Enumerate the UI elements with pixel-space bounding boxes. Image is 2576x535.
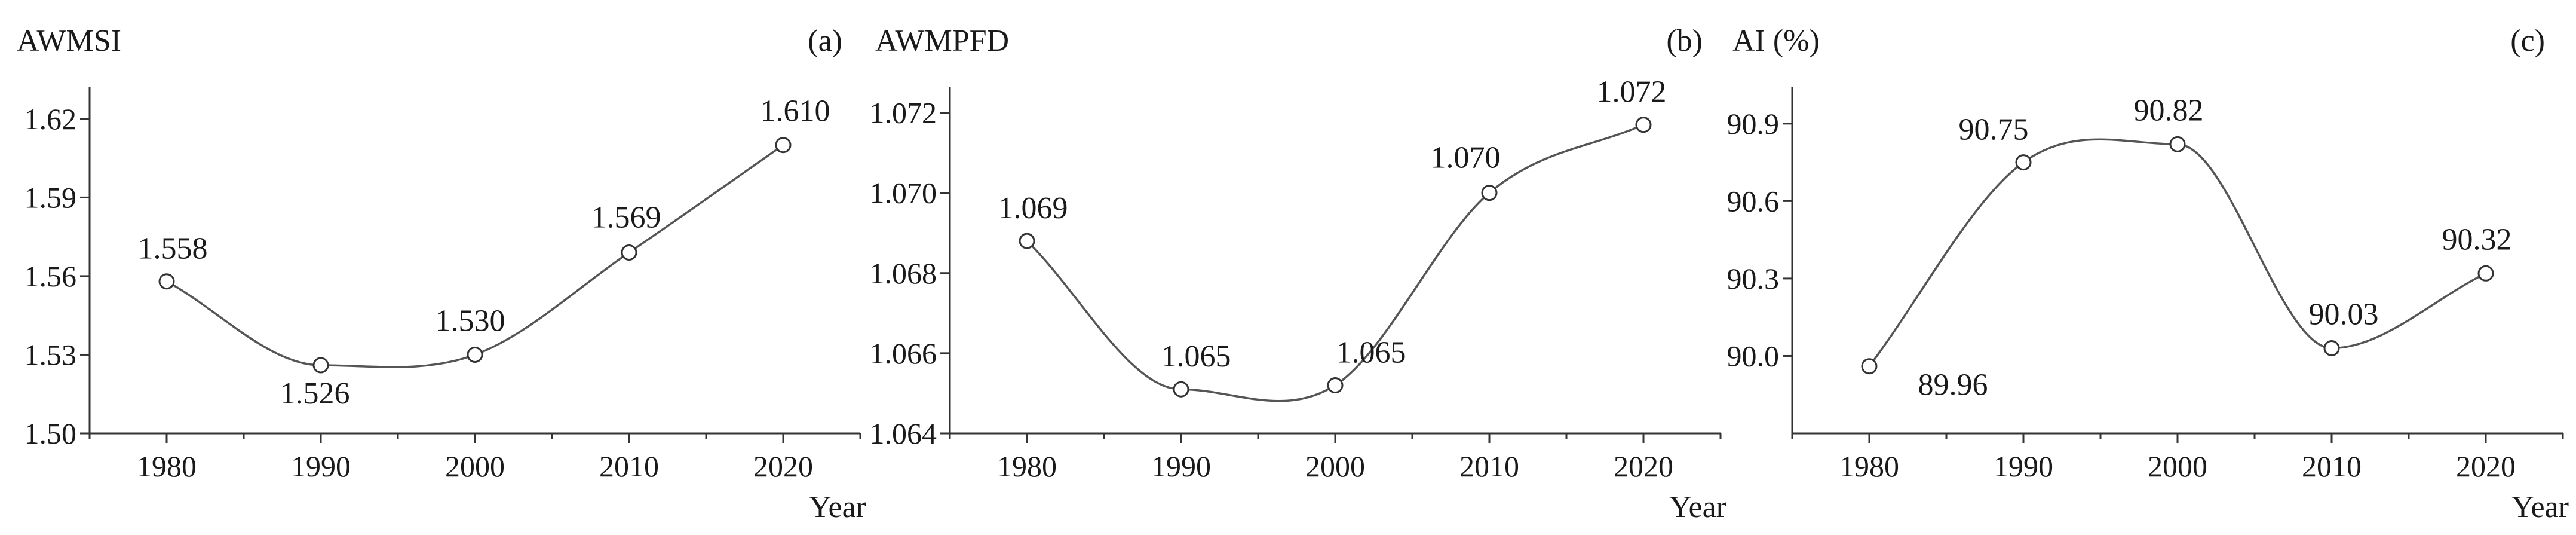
data-label: 1.065 xyxy=(1161,340,1231,374)
series-line xyxy=(1026,124,1644,402)
y-tick-label: 1.56 xyxy=(24,259,77,293)
y-axis-title: AI (%) xyxy=(1732,24,1820,58)
data-point xyxy=(1861,358,1878,375)
y-tick-label: 1.59 xyxy=(24,181,77,214)
data-label: 1.610 xyxy=(760,94,830,129)
x-tick-label: 1980 xyxy=(137,450,197,483)
data-point xyxy=(1327,377,1344,394)
data-point xyxy=(775,137,792,154)
x-tick-label: 2010 xyxy=(1459,450,1519,483)
data-point xyxy=(1635,117,1652,133)
data-label: 90.82 xyxy=(2134,93,2204,127)
data-point xyxy=(2477,265,2494,282)
data-label: 90.32 xyxy=(2442,222,2512,256)
x-axis-title: Year xyxy=(809,490,866,524)
x-axis-title: Year xyxy=(2511,490,2569,524)
data-label: 1.072 xyxy=(1597,75,1667,109)
panel-label: (a) xyxy=(808,24,842,58)
x-tick-label: 1980 xyxy=(1839,450,1899,483)
x-tick-label: 1990 xyxy=(1994,450,2053,483)
data-point xyxy=(2323,340,2340,356)
data-label: 90.03 xyxy=(2309,298,2379,332)
data-label: 1.530 xyxy=(436,304,505,338)
y-tick-label: 90.0 xyxy=(1727,339,1780,372)
x-tick-label: 1980 xyxy=(997,450,1057,483)
panel-label: (c) xyxy=(2510,24,2545,58)
x-tick-label: 2000 xyxy=(1305,450,1365,483)
data-label: 1.065 xyxy=(1336,336,1406,370)
y-tick-label: 1.068 xyxy=(870,256,937,290)
data-point xyxy=(1019,233,1035,249)
data-label: 90.75 xyxy=(1959,113,2029,147)
chart-panel-2: 90.0 90.3 90.6 90.9 1980 1990 2000 2010 2020 AI (… xyxy=(1727,24,2569,524)
y-tick-label: 90.9 xyxy=(1727,107,1780,140)
x-tick-label: 2020 xyxy=(753,450,813,483)
x-tick-label: 2020 xyxy=(1614,450,1673,483)
data-label: 1.526 xyxy=(280,377,350,411)
panel-label: (b) xyxy=(1666,24,1703,58)
x-axis-title: Year xyxy=(1669,490,1726,524)
x-tick-label: 1990 xyxy=(1151,450,1211,483)
data-label: 1.070 xyxy=(1431,141,1501,175)
y-axis-title: AWMPFD xyxy=(875,24,1009,58)
y-tick-label: 1.53 xyxy=(24,338,77,371)
x-tick-label: 2010 xyxy=(599,450,659,483)
series-line xyxy=(1868,138,2486,367)
y-tick-label: 90.6 xyxy=(1727,184,1780,218)
x-tick-label: 2020 xyxy=(2456,450,2516,483)
y-tick-label: 90.3 xyxy=(1727,262,1780,295)
data-point xyxy=(312,357,329,374)
y-tick-label: 1.072 xyxy=(870,96,937,130)
data-point xyxy=(2169,136,2186,152)
y-tick-label: 1.62 xyxy=(24,102,77,136)
data-label: 1.069 xyxy=(998,191,1068,225)
data-point xyxy=(1481,185,1498,201)
chart-panel-0: 1.50 1.53 1.56 1.59 1.62 1980 1990 2000 2010 2020… xyxy=(17,24,866,524)
data-label: 1.569 xyxy=(591,200,661,234)
data-point xyxy=(621,244,637,261)
y-tick-label: 1.070 xyxy=(870,176,937,210)
data-label: 1.558 xyxy=(138,232,208,266)
data-label: 89.96 xyxy=(1918,368,1988,402)
data-point xyxy=(158,273,175,290)
x-tick-label: 2000 xyxy=(445,450,505,483)
x-tick-label: 1990 xyxy=(291,450,351,483)
x-tick-label: 2000 xyxy=(2148,450,2207,483)
data-point xyxy=(1173,381,1189,398)
data-point xyxy=(2015,154,2032,171)
y-tick-label: 1.066 xyxy=(870,337,937,370)
chart-panel-1: 1.064 1.066 1.068 1.070 1.072 1980 1990 2000 201… xyxy=(870,24,1727,524)
y-axis-title: AWMSI xyxy=(17,24,121,58)
y-tick-label: 1.50 xyxy=(24,417,77,450)
data-point xyxy=(467,346,483,363)
x-tick-label: 2010 xyxy=(2302,450,2362,483)
y-tick-label: 1.064 xyxy=(870,417,937,450)
